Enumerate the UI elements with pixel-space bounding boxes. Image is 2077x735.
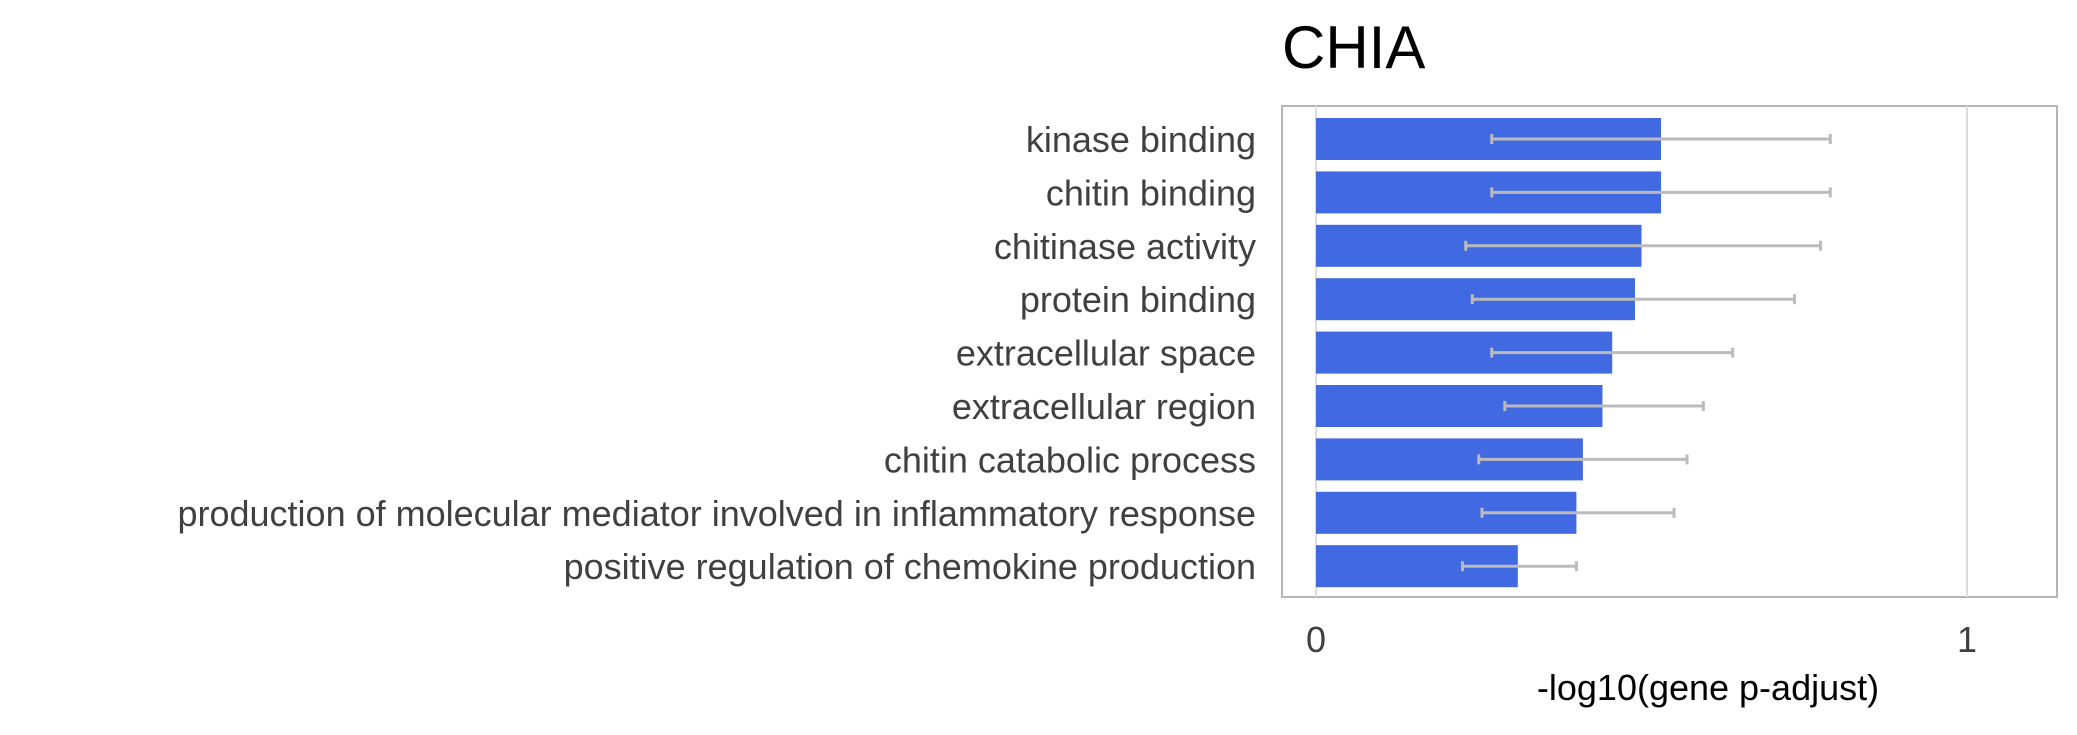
error-bar	[1490, 134, 1832, 144]
plot-frame	[1281, 105, 2058, 598]
error-bar	[1480, 507, 1676, 518]
error-bar	[1490, 187, 1832, 198]
chart-title: CHIA	[1282, 14, 1425, 81]
x-axis-label: -log10(gene p-adjust)	[1537, 667, 1879, 708]
category-label: positive regulation of chemokine product…	[564, 546, 1256, 587]
category-label: chitin catabolic process	[884, 439, 1256, 480]
category-label: chitinase activity	[994, 226, 1256, 267]
category-label: production of molecular mediator involve…	[177, 493, 1256, 534]
error-bar	[1460, 561, 1578, 572]
category-label: protein binding	[1020, 279, 1256, 320]
x-tick-label: 0	[1306, 619, 1326, 660]
category-label: kinase binding	[1026, 119, 1256, 160]
category-label: extracellular region	[952, 386, 1256, 427]
error-bar	[1477, 454, 1689, 465]
category-label: chitin binding	[1046, 172, 1256, 213]
error-bar	[1470, 294, 1796, 305]
category-label: extracellular space	[956, 333, 1256, 374]
error-bar	[1464, 240, 1823, 251]
x-tick-label: 1	[1957, 619, 1977, 660]
error-bar	[1503, 401, 1705, 411]
error-bar	[1490, 347, 1735, 358]
